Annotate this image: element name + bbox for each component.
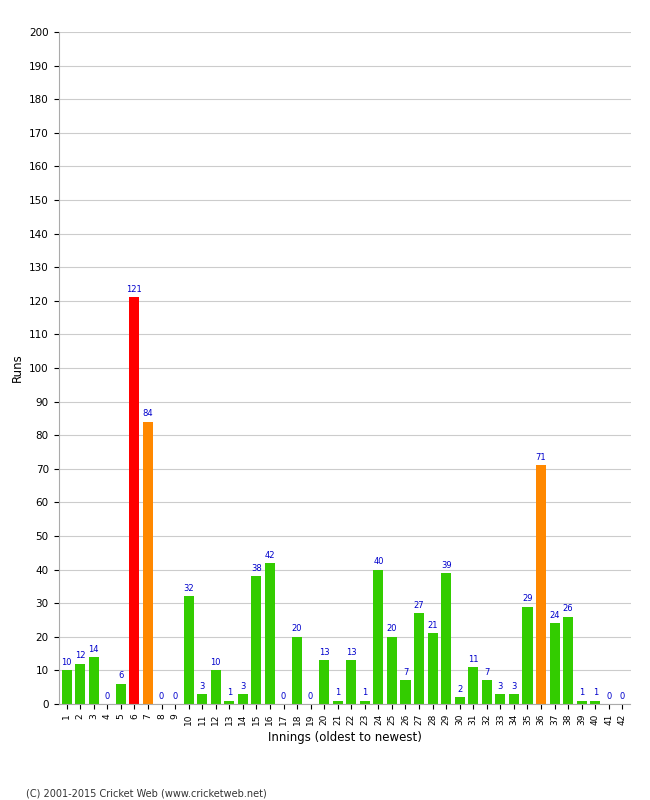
Text: 13: 13 [346, 648, 357, 657]
Text: 1: 1 [579, 688, 584, 698]
Text: 20: 20 [292, 625, 302, 634]
Text: 6: 6 [118, 671, 124, 681]
Text: 0: 0 [606, 692, 612, 701]
Text: 3: 3 [512, 682, 517, 690]
Bar [346, 660, 356, 704]
Bar [495, 694, 506, 704]
Text: 40: 40 [373, 558, 384, 566]
Bar [373, 570, 384, 704]
Text: 0: 0 [281, 692, 286, 701]
Text: 1: 1 [593, 688, 598, 698]
Bar [590, 701, 601, 704]
Text: 11: 11 [468, 654, 478, 664]
Bar [143, 422, 153, 704]
Text: 14: 14 [88, 645, 99, 654]
Bar [75, 664, 85, 704]
Bar [319, 660, 330, 704]
Text: 71: 71 [536, 453, 547, 462]
Bar [183, 597, 194, 704]
Text: 121: 121 [127, 285, 142, 294]
Text: 38: 38 [251, 564, 262, 573]
Text: 0: 0 [159, 692, 164, 701]
Bar [536, 466, 546, 704]
Text: 1: 1 [335, 688, 341, 698]
Bar [292, 637, 302, 704]
Text: 24: 24 [549, 611, 560, 620]
Bar [400, 681, 411, 704]
Text: 7: 7 [484, 668, 489, 677]
Text: 1: 1 [227, 688, 232, 698]
Text: 0: 0 [105, 692, 110, 701]
Bar [116, 684, 126, 704]
Text: 42: 42 [265, 550, 275, 559]
Bar [454, 698, 465, 704]
Text: 10: 10 [211, 658, 221, 667]
Text: 7: 7 [403, 668, 408, 677]
Bar [224, 701, 235, 704]
Bar [359, 701, 370, 704]
Text: 2: 2 [457, 685, 462, 694]
X-axis label: Innings (oldest to newest): Innings (oldest to newest) [268, 730, 421, 744]
Text: 39: 39 [441, 561, 452, 570]
Text: 32: 32 [183, 584, 194, 593]
Bar [414, 614, 424, 704]
Bar [549, 623, 560, 704]
Bar [577, 701, 587, 704]
Text: 3: 3 [240, 682, 246, 690]
Bar [252, 576, 261, 704]
Bar [129, 298, 140, 704]
Bar [563, 617, 573, 704]
Text: 84: 84 [142, 410, 153, 418]
Bar [333, 701, 343, 704]
Bar [387, 637, 397, 704]
Text: 12: 12 [75, 651, 85, 660]
Bar [211, 670, 221, 704]
Bar [509, 694, 519, 704]
Bar [482, 681, 492, 704]
Text: (C) 2001-2015 Cricket Web (www.cricketweb.net): (C) 2001-2015 Cricket Web (www.cricketwe… [26, 788, 266, 798]
Text: 0: 0 [172, 692, 177, 701]
Text: 3: 3 [498, 682, 503, 690]
Text: 29: 29 [522, 594, 533, 603]
Text: 21: 21 [427, 621, 438, 630]
Bar [523, 606, 532, 704]
Bar [62, 670, 72, 704]
Text: 10: 10 [61, 658, 72, 667]
Text: 0: 0 [308, 692, 313, 701]
Text: 3: 3 [200, 682, 205, 690]
Y-axis label: Runs: Runs [10, 354, 23, 382]
Bar [197, 694, 207, 704]
Text: 0: 0 [619, 692, 625, 701]
Text: 1: 1 [362, 688, 367, 698]
Bar [265, 563, 275, 704]
Bar [88, 657, 99, 704]
Bar [238, 694, 248, 704]
Text: 27: 27 [414, 601, 424, 610]
Text: 13: 13 [319, 648, 330, 657]
Bar [441, 573, 451, 704]
Bar [428, 634, 437, 704]
Text: 26: 26 [563, 604, 573, 614]
Bar [468, 667, 478, 704]
Text: 20: 20 [387, 625, 397, 634]
